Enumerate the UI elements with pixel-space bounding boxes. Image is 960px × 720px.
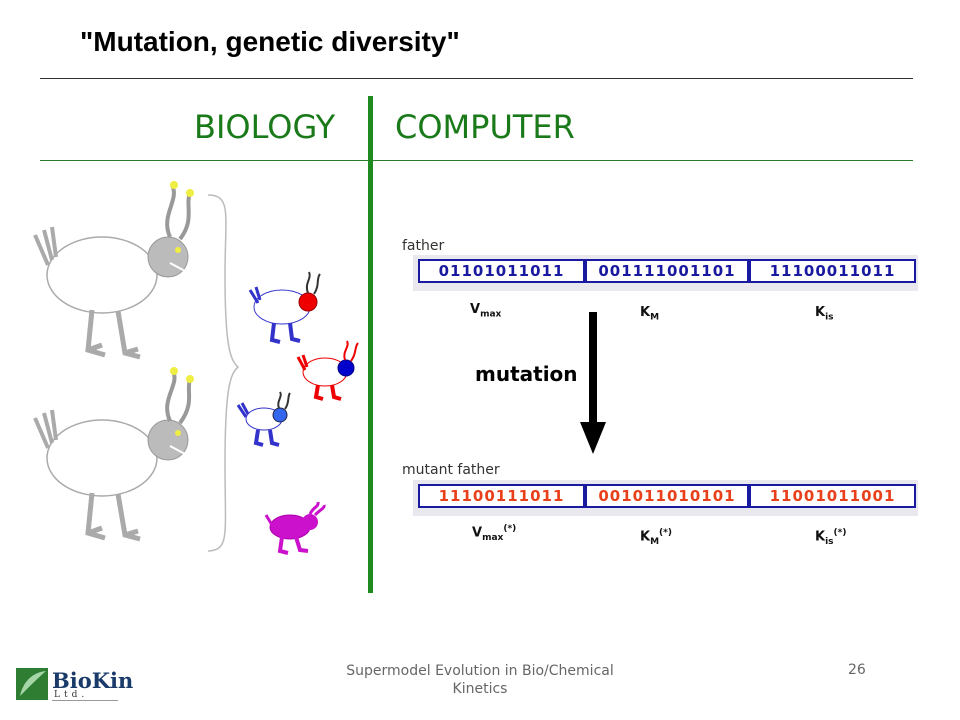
slide-title: "Mutation, genetic diversity" xyxy=(80,26,460,57)
grouping-brace xyxy=(207,194,240,552)
mutant-gene-vmax: 11100111011 xyxy=(418,484,585,508)
heading-rule xyxy=(40,160,913,161)
child-creature-3 xyxy=(236,391,291,447)
father-gene-km: 001111001101 xyxy=(585,259,749,283)
column-divider xyxy=(368,96,373,593)
computer-heading: COMPUTER xyxy=(395,108,575,146)
page-number: 26 xyxy=(848,662,866,678)
creatures-illustration xyxy=(33,181,359,555)
father-label: father xyxy=(402,238,445,254)
mutant-gene-km: 001011010101 xyxy=(585,484,749,508)
title-rule xyxy=(40,78,913,79)
mutant-param-kis: Kis(*) xyxy=(815,528,847,547)
child-creature-2 xyxy=(296,340,359,401)
father-gene-vmax: 01101011011 xyxy=(418,259,585,283)
mutant-gene-kis: 11001011001 xyxy=(749,484,916,508)
mutant-genome: 11100111011 001011010101 11001011001 xyxy=(418,484,916,508)
father-param-km: KM xyxy=(640,305,660,323)
father-param-kis: Kis xyxy=(815,305,834,323)
father-gene-kis: 11100011011 xyxy=(749,259,916,283)
mutant-param-km: KM(*) xyxy=(640,528,672,547)
child-creature-4 xyxy=(264,501,326,555)
child-creature-1 xyxy=(248,271,321,344)
father-genome: 01101011011 001111001101 11100011011 xyxy=(418,259,916,283)
father-param-vmax: Vmax xyxy=(470,302,502,320)
biokin-logo-icon xyxy=(16,668,48,700)
mutant-param-vmax: Vmax(*) xyxy=(472,524,517,543)
biology-heading: BIOLOGY xyxy=(194,108,336,146)
mutant-label: mutant father xyxy=(402,462,500,478)
mutation-arrow-icon xyxy=(580,312,606,454)
logo-sub: Ltd. xyxy=(54,690,89,700)
parent-creature-top xyxy=(33,181,194,360)
logo-name: BioKin xyxy=(52,668,134,693)
logo-rule xyxy=(52,700,118,701)
footer-line-2: Kinetics xyxy=(452,681,508,697)
mutation-label: mutation xyxy=(475,362,578,386)
footer-line-1: Supermodel Evolution in Bio/Chemical xyxy=(346,663,614,679)
parent-creature-bottom xyxy=(33,367,194,542)
footer-text: Supermodel Evolution in Bio/Chemical Kin… xyxy=(320,662,640,698)
